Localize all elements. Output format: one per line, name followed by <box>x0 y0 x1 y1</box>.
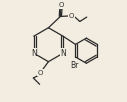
Text: Br: Br <box>70 61 78 70</box>
Text: N: N <box>60 49 66 58</box>
Text: O: O <box>38 70 43 76</box>
Text: N: N <box>31 49 37 58</box>
Text: O: O <box>58 2 64 8</box>
Text: O: O <box>69 13 74 19</box>
